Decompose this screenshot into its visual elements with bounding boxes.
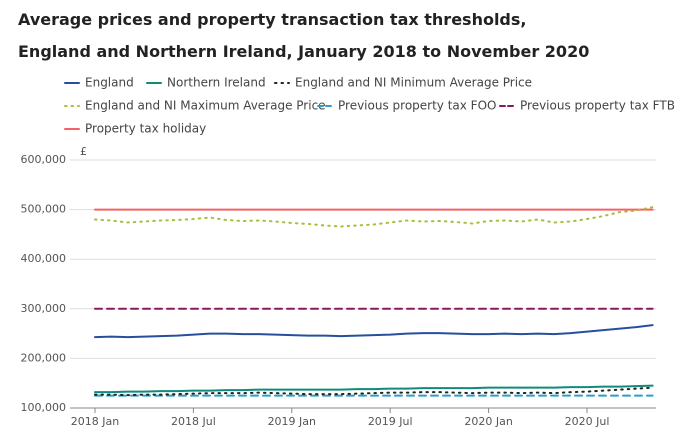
y-tick-label: 400,000	[21, 252, 67, 265]
legend-label: England and NI Maximum Average Price	[85, 99, 326, 113]
series-line	[94, 324, 654, 339]
legend-label: Northern Ireland	[167, 76, 266, 90]
x-tick-label: 2019 Jan	[268, 415, 316, 428]
chart-title: Average prices and property transaction …	[18, 10, 590, 61]
legend-label: England and NI Minimum Average Price	[295, 76, 532, 90]
y-tick-label: 600,000	[21, 153, 67, 166]
legend-label: Previous property tax FTB	[520, 99, 675, 113]
x-tick-label: 2018 Jul	[171, 415, 216, 428]
legend-label: Previous property tax FOO	[338, 99, 496, 113]
y-tick-label: 300,000	[21, 302, 67, 315]
legend-label: Property tax holiday	[85, 122, 206, 136]
x-tick-label: 2019 Jul	[368, 415, 413, 428]
series-line	[94, 206, 654, 228]
y-tick-label: 200,000	[21, 351, 67, 364]
y-axis-label: £	[80, 145, 87, 158]
x-tick-label: 2020 Jan	[464, 415, 512, 428]
legend-label: England	[85, 76, 134, 90]
x-tick-label: 2020 Jul	[565, 415, 610, 428]
series-line	[94, 384, 654, 394]
series-line	[94, 386, 654, 397]
x-tick-label: 2018 Jan	[71, 415, 119, 428]
y-tick-label: 100,000	[21, 401, 67, 414]
y-tick-label: 500,000	[21, 203, 67, 216]
